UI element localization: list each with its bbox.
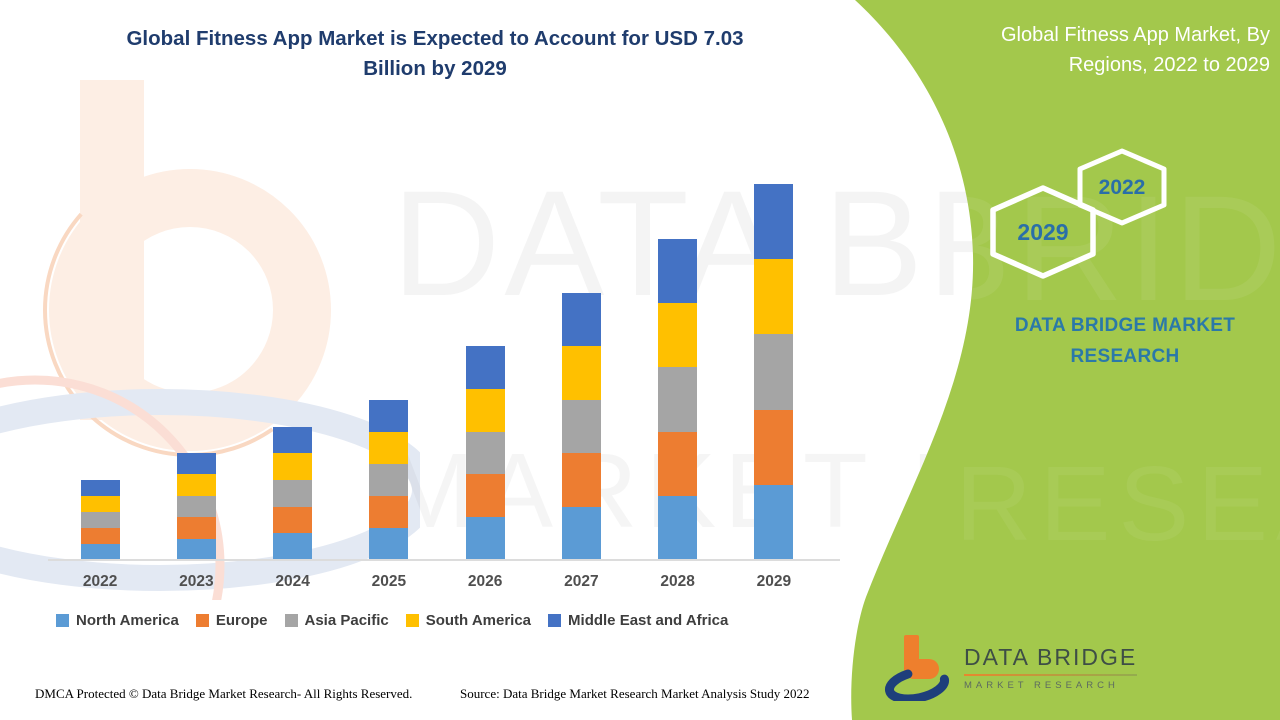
bar-2029-segment-middle-east-and-africa — [754, 184, 794, 260]
legend-item-europe: Europe — [195, 612, 268, 629]
legend-item-asia-pacific: Asia Pacific — [284, 612, 389, 629]
bar-2029-segment-north-america — [754, 484, 794, 560]
company-logo-text: DATA BRIDGE MARKET RESEARCH — [964, 643, 1138, 691]
legend-item-north-america: North America — [56, 612, 179, 629]
legend-label-middle-east-and-africa: Middle East and Africa — [568, 612, 729, 629]
x-label-2028: 2028 — [660, 573, 695, 590]
bar-2022-segment-middle-east-and-africa — [80, 480, 120, 496]
bar-2025-segment-south-america — [369, 431, 409, 464]
hexagon-2022-label: 2022 — [1099, 176, 1146, 199]
bar-2023-segment-asia-pacific — [176, 495, 216, 518]
bar-2025 — [341, 399, 437, 560]
bar-2023-segment-north-america — [176, 538, 216, 560]
legend-swatch-europe — [195, 614, 209, 627]
bar-2023-segment-europe — [176, 517, 216, 539]
bar-2022-segment-asia-pacific — [80, 512, 120, 528]
footer-copyright: DMCA Protected © Data Bridge Market Rese… — [35, 686, 413, 701]
chart-title-line1: Global Fitness App Market is Expected to… — [126, 27, 744, 50]
x-axis-labels: 2022 2023 2024 2025 2026 2027 2028 2029 — [52, 573, 822, 591]
bar-2028-segment-europe — [658, 431, 698, 496]
bar-2028-segment-north-america — [658, 495, 698, 560]
legend-label-asia-pacific: Asia Pacific — [304, 612, 389, 629]
panel-title: Global Fitness App Market, By Regions, 2… — [920, 20, 1270, 80]
hexagon-2029-label: 2029 — [1017, 219, 1068, 245]
legend-swatch-south-america — [405, 614, 419, 627]
company-logo-subtitle: MARKET RESEARCH — [964, 679, 1119, 691]
bar-2028-segment-asia-pacific — [658, 367, 698, 432]
legend-swatch-middle-east-and-africa — [548, 614, 562, 627]
legend-swatch-north-america — [56, 614, 69, 627]
bar-2027-segment-middle-east-and-africa — [561, 292, 601, 346]
bar-2023 — [148, 453, 244, 560]
panel-title-line2: Regions, 2022 to 2029 — [1068, 54, 1270, 76]
bar-2026 — [437, 346, 533, 560]
legend-swatch-asia-pacific — [284, 614, 298, 627]
bar-2026-segment-asia-pacific — [465, 431, 505, 475]
brand-text-line1: DATA BRIDGE MARKET — [1014, 315, 1236, 336]
bar-2025-segment-europe — [369, 495, 409, 528]
legend-label-north-america: North America — [76, 612, 179, 629]
company-logo: DATA BRIDGE MARKET RESEARCH — [884, 633, 1138, 701]
x-label-2023: 2023 — [179, 573, 214, 590]
bar-2029-segment-europe — [754, 409, 794, 485]
bar-2029 — [726, 184, 822, 560]
bar-2024-segment-europe — [273, 506, 313, 534]
bar-2027 — [533, 292, 629, 560]
bar-2023-segment-south-america — [176, 474, 216, 496]
brand-text: DATA BRIDGE MARKET RESEARCH — [960, 310, 1280, 372]
bar-2024-segment-asia-pacific — [273, 479, 313, 507]
brand-text-line2: RESEARCH — [1070, 346, 1180, 367]
x-axis-line — [48, 559, 840, 561]
company-logo-name: DATA BRIDGE — [964, 643, 1138, 670]
bar-2028-segment-middle-east-and-africa — [658, 239, 698, 304]
bar-2027-segment-south-america — [561, 346, 601, 400]
legend-label-south-america: South America — [425, 612, 532, 629]
bar-2025-segment-north-america — [369, 527, 409, 560]
x-label-2024: 2024 — [275, 573, 310, 590]
bar-2022-segment-south-america — [80, 496, 120, 512]
legend: North America Europe Asia Pacific South Ame… — [56, 612, 728, 629]
x-label-2027: 2027 — [564, 573, 599, 590]
bar-2027-segment-north-america — [561, 506, 601, 560]
panel-title-line1: Global Fitness App Market, By — [1000, 24, 1270, 46]
bar-2027-segment-europe — [561, 453, 601, 507]
legend-label-europe: Europe — [215, 612, 268, 629]
x-label-2022: 2022 — [82, 573, 118, 590]
chart-title-line2: Billion by 2029 — [363, 57, 507, 80]
bar-2023-segment-middle-east-and-africa — [176, 453, 216, 475]
chart-title: Global Fitness App Market is Expected to… — [80, 24, 790, 84]
bar-2026-segment-south-america — [465, 388, 505, 432]
bar-2027-segment-asia-pacific — [561, 399, 601, 453]
company-logo-icon — [884, 635, 950, 701]
bar-2026-segment-europe — [465, 474, 505, 518]
legend-item-south-america: South America — [405, 612, 532, 629]
bar-2025-segment-asia-pacific — [369, 463, 409, 496]
bar-2024-segment-south-america — [273, 453, 313, 480]
bar-2024-segment-north-america — [273, 533, 313, 560]
bar-2026-segment-middle-east-and-africa — [465, 346, 505, 389]
footer-source: Source: Data Bridge Market Research Mark… — [460, 686, 810, 701]
legend-item-middle-east-and-africa: Middle East and Africa — [548, 612, 728, 629]
x-label-2026: 2026 — [467, 573, 503, 590]
bar-2022-segment-north-america — [80, 544, 120, 560]
bar-2026-segment-north-america — [465, 517, 505, 560]
plot-columns — [52, 159, 822, 560]
bar-2024-segment-middle-east-and-africa — [273, 426, 313, 454]
bar-2028-segment-south-america — [658, 303, 698, 368]
x-label-2025: 2025 — [371, 573, 407, 590]
bar-2024 — [245, 426, 341, 560]
bar-2029-segment-asia-pacific — [754, 334, 794, 410]
bar-2022 — [52, 480, 148, 560]
bar-2029-segment-south-america — [754, 259, 794, 335]
bar-2028 — [630, 239, 726, 560]
bar-2022-segment-europe — [80, 528, 120, 544]
x-label-2029: 2029 — [756, 573, 792, 590]
company-logo-divider — [964, 673, 1138, 676]
year-hexagons: 2022 2029 — [990, 148, 1167, 279]
bar-2025-segment-middle-east-and-africa — [369, 399, 409, 432]
